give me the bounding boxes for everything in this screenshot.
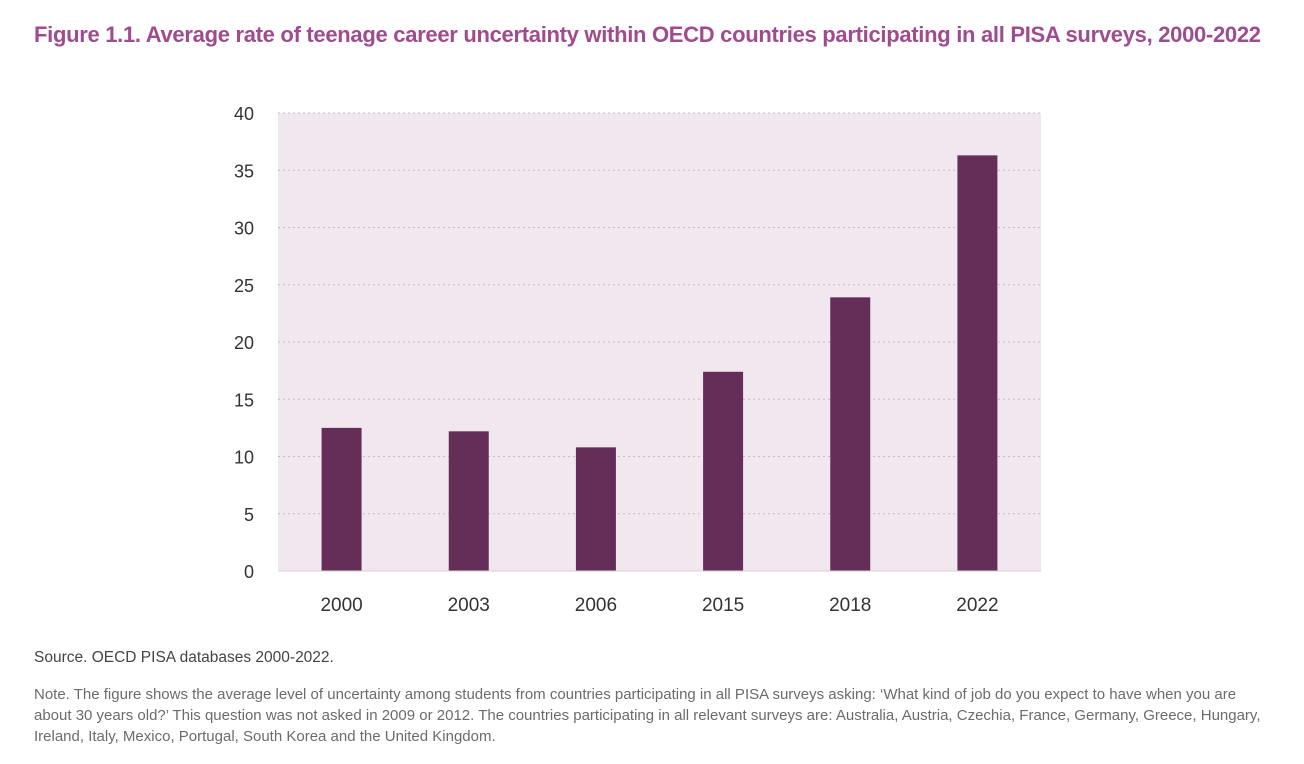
y-tick-label: 25 — [234, 276, 254, 296]
y-axis-ticks: 0 5 10 15 20 25 30 35 40 — [234, 104, 254, 582]
bar-2018 — [830, 297, 871, 571]
bar-2022 — [957, 155, 998, 572]
chart-title: Figure 1.1. Average rate of teenage care… — [34, 22, 1261, 47]
y-tick-label: 5 — [244, 505, 254, 525]
x-tick-label: 2003 — [448, 595, 490, 616]
gridlines — [278, 112, 1041, 515]
source-text: Source. OECD PISA databases 2000-2022. — [34, 649, 334, 666]
y-tick-label: 15 — [234, 390, 254, 410]
y-tick-label: 0 — [244, 562, 254, 582]
x-tick-label: 2006 — [575, 595, 617, 616]
y-tick-label: 20 — [234, 333, 254, 353]
y-tick-label: 30 — [234, 219, 254, 239]
bar-2015 — [703, 371, 744, 571]
x-tick-label: 2022 — [956, 595, 998, 616]
y-tick-label: 35 — [234, 161, 254, 181]
x-axis-ticks: 2000 2003 2006 2015 2018 2022 — [320, 595, 998, 616]
x-tick-label: 2015 — [702, 595, 744, 616]
bars — [321, 155, 998, 572]
bar-2000 — [321, 427, 362, 571]
y-tick-label: 40 — [234, 104, 254, 124]
bar-2003 — [448, 431, 489, 571]
x-tick-label: 2000 — [320, 595, 362, 616]
x-tick-label: 2018 — [829, 595, 871, 616]
y-tick-label: 10 — [234, 448, 254, 468]
bar-2006 — [575, 447, 616, 571]
note-text: Note. The figure shows the average level… — [34, 686, 1261, 745]
bar-chart: 0 5 10 15 20 25 30 35 40 2000 2003 2006 2015 2018 202… — [234, 104, 1041, 616]
